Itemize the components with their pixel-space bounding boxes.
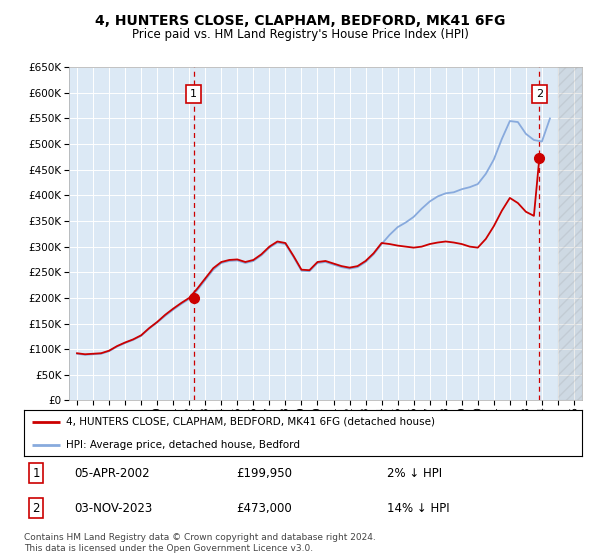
Text: £199,950: £199,950	[236, 466, 292, 480]
Text: HPI: Average price, detached house, Bedford: HPI: Average price, detached house, Bedf…	[66, 440, 300, 450]
Text: Price paid vs. HM Land Registry's House Price Index (HPI): Price paid vs. HM Land Registry's House …	[131, 28, 469, 41]
Text: 14% ↓ HPI: 14% ↓ HPI	[387, 502, 449, 515]
Text: 2: 2	[32, 502, 40, 515]
Text: 05-APR-2002: 05-APR-2002	[74, 466, 150, 480]
Text: 1: 1	[32, 466, 40, 480]
Text: Contains HM Land Registry data © Crown copyright and database right 2024.
This d: Contains HM Land Registry data © Crown c…	[24, 533, 376, 553]
Text: 1: 1	[190, 89, 197, 99]
Text: 4, HUNTERS CLOSE, CLAPHAM, BEDFORD, MK41 6FG (detached house): 4, HUNTERS CLOSE, CLAPHAM, BEDFORD, MK41…	[66, 417, 435, 427]
Text: 03-NOV-2023: 03-NOV-2023	[74, 502, 152, 515]
Text: 2: 2	[536, 89, 543, 99]
Text: £473,000: £473,000	[236, 502, 292, 515]
Text: 4, HUNTERS CLOSE, CLAPHAM, BEDFORD, MK41 6FG: 4, HUNTERS CLOSE, CLAPHAM, BEDFORD, MK41…	[95, 14, 505, 28]
Text: 2% ↓ HPI: 2% ↓ HPI	[387, 466, 442, 480]
